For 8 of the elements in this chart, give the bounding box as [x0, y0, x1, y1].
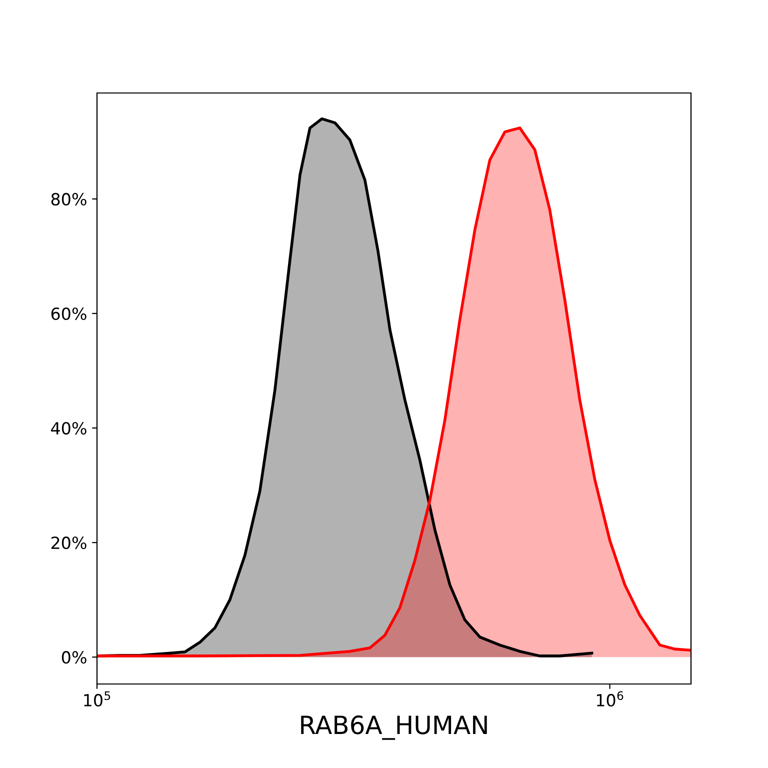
x-tick-label: 10$^{6}$ [596, 691, 624, 706]
x-axis-title: RAB6A_HUMAN [301, 715, 487, 740]
y-tick-label: 80% [51, 192, 86, 206]
y-tick-label: 60% [51, 307, 86, 320]
x-tick-label: 10$^{5}$ [84, 691, 110, 707]
y-tick-label: 40% [51, 422, 86, 435]
y-tick-label: 20% [51, 536, 86, 550]
y-tick-label: 0% [62, 651, 86, 664]
